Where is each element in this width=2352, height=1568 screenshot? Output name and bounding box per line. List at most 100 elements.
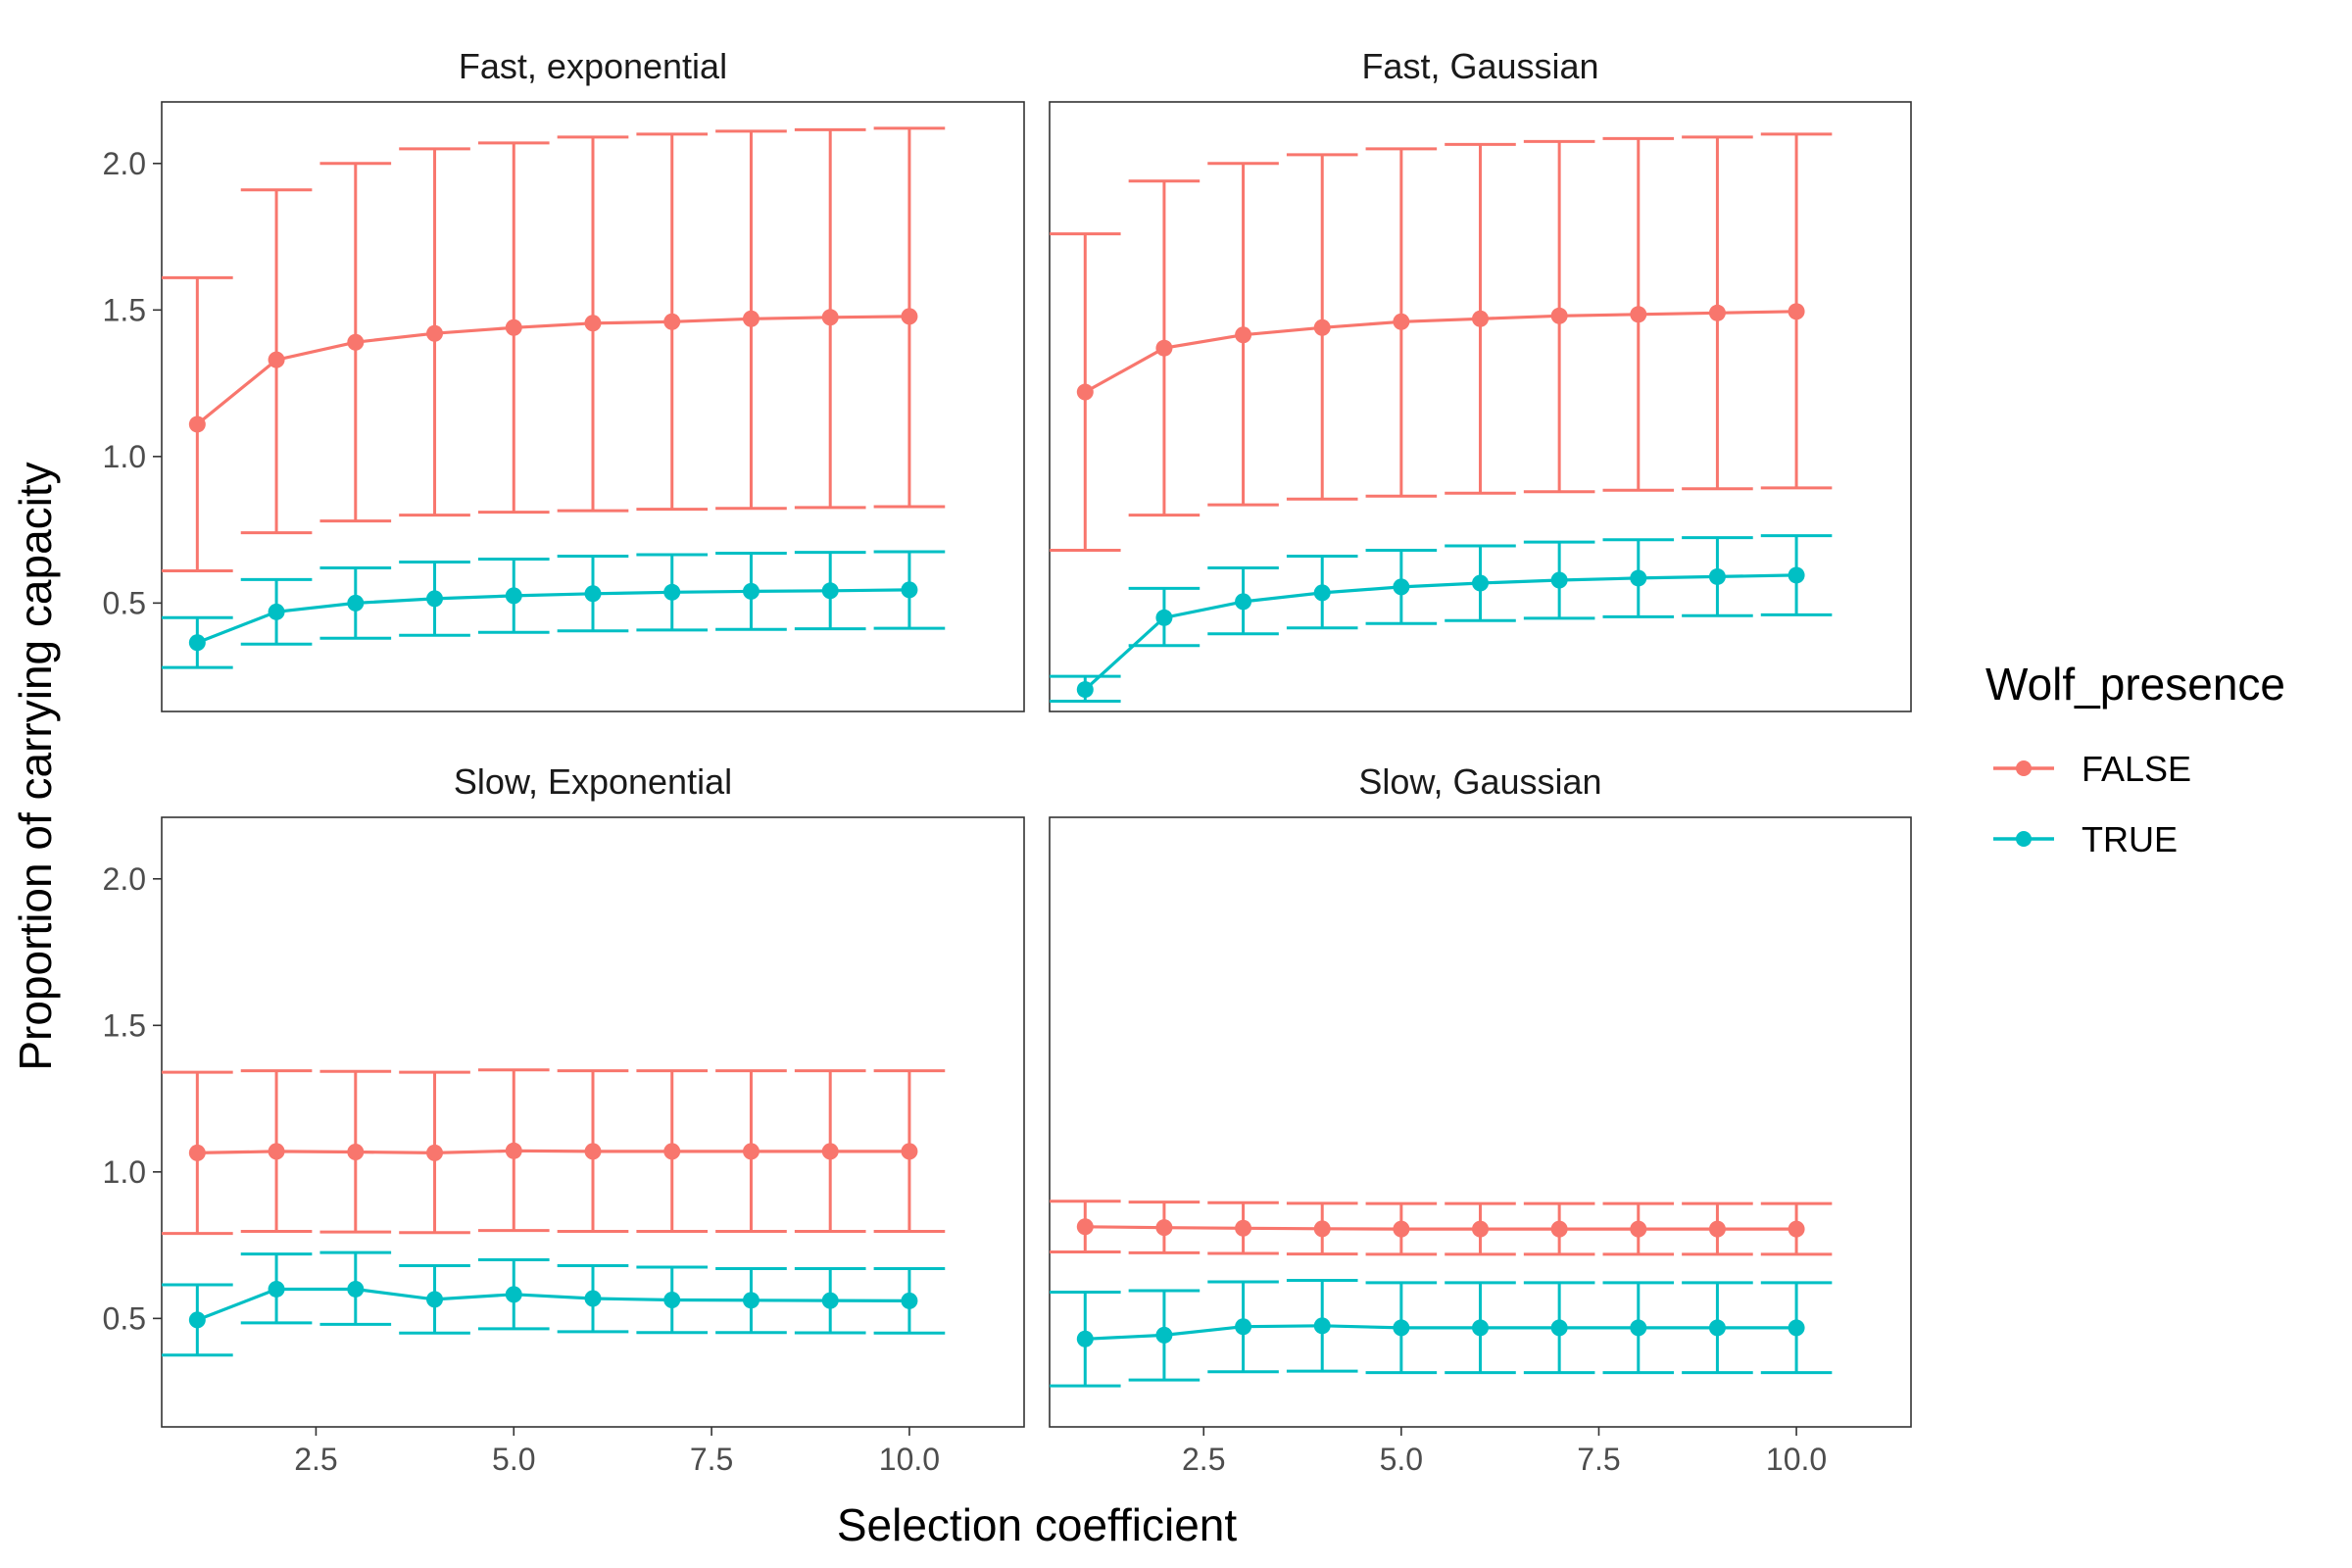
x-tick-label: 2.5 (1182, 1442, 1225, 1477)
panel-2: Fast, Gaussian (1049, 46, 1912, 712)
data-point (347, 594, 365, 612)
series-line (197, 1149, 909, 1155)
data-point (742, 310, 760, 327)
x-tick-label: 7.5 (690, 1442, 733, 1477)
data-point (663, 1143, 681, 1160)
data-point (1708, 1319, 1726, 1337)
series-true (1050, 534, 1833, 704)
panel-3: Slow, Exponential 0.5 1.0 1.5 2.0 2.5 5.0 7.5 10… (103, 761, 1025, 1477)
data-point (821, 1292, 839, 1309)
series-line (1085, 1324, 1797, 1341)
y-tick-label: 2.0 (103, 146, 146, 181)
data-point (188, 1144, 206, 1161)
data-point (1155, 1219, 1173, 1237)
data-point (901, 1292, 918, 1309)
data-point (1076, 1330, 1094, 1348)
series-line (196, 588, 909, 645)
data-point (742, 1292, 760, 1309)
y-tick-label: 1.5 (103, 292, 146, 327)
data-point (821, 582, 839, 600)
legend-key-point-false (2016, 760, 2032, 776)
data-point (1155, 1326, 1173, 1344)
data-point (1630, 569, 1647, 587)
data-point (268, 351, 285, 368)
legend: Wolf_presence FALSE TRUE (1985, 659, 2285, 859)
series-line (196, 1287, 909, 1322)
x-tick-label: 2.5 (294, 1442, 337, 1477)
data-point (663, 313, 681, 330)
series-false (162, 126, 946, 572)
data-point (1235, 1219, 1252, 1237)
data-point (1630, 306, 1647, 323)
data-point (901, 308, 918, 325)
data-point (1788, 1319, 1805, 1337)
data-point (1472, 1220, 1489, 1238)
data-point (584, 315, 602, 332)
data-point (188, 416, 206, 433)
data-point (268, 603, 285, 620)
data-point (347, 1280, 365, 1298)
series-line (1084, 310, 1797, 394)
data-point (1076, 681, 1094, 699)
panel-title: Slow, Gaussian (1358, 761, 1601, 802)
data-point (1550, 307, 1568, 324)
panels: Fast, exponential 0.5 1.0 1.5 2.0 Fast, Gauss… (103, 46, 1912, 1477)
data-point (1472, 574, 1489, 592)
data-point (742, 582, 760, 600)
data-point (663, 583, 681, 601)
data-point (1788, 566, 1805, 584)
data-point (1313, 1317, 1331, 1335)
data-point (1393, 1319, 1410, 1337)
x-tick-label: 7.5 (1577, 1442, 1620, 1477)
data-point (426, 324, 444, 342)
data-point (1550, 571, 1568, 589)
data-point (1076, 383, 1094, 401)
y-tick-label: 0.5 (103, 585, 146, 620)
data-point (1393, 313, 1410, 330)
data-point (505, 1286, 522, 1303)
series-true (162, 1250, 946, 1357)
data-point (426, 1291, 444, 1308)
series-line (196, 315, 909, 426)
data-point (1708, 304, 1726, 321)
data-point (584, 1143, 602, 1160)
data-point (1155, 339, 1173, 357)
data-point (1550, 1220, 1568, 1238)
data-point (505, 318, 522, 336)
data-point (1550, 1319, 1568, 1337)
series-false (1050, 132, 1833, 553)
data-point (426, 1144, 444, 1161)
y-tick-label: 1.5 (103, 1007, 146, 1043)
x-tick-label: 10.0 (879, 1442, 940, 1477)
data-point (1313, 1220, 1331, 1238)
data-point (1788, 303, 1805, 320)
legend-title: Wolf_presence (1985, 659, 2285, 710)
data-point (901, 1143, 918, 1160)
data-point (584, 585, 602, 603)
data-point (584, 1290, 602, 1307)
data-point (663, 1292, 681, 1309)
data-point (1235, 326, 1252, 344)
panel-4: Slow, Gaussian 2.5 5.0 7.5 10.0 (1049, 761, 1912, 1477)
legend-label-true: TRUE (2082, 819, 2178, 859)
series-false (162, 1068, 946, 1236)
y-tick-label: 0.5 (103, 1300, 146, 1336)
legend-entry-false: FALSE (1993, 749, 2191, 789)
data-point (347, 333, 365, 351)
x-tick-label: 5.0 (1380, 1442, 1423, 1477)
x-tick-label: 5.0 (492, 1442, 535, 1477)
data-point (505, 587, 522, 605)
x-axis-title: Selection coefficient (837, 1499, 1238, 1550)
legend-label-false: FALSE (2082, 749, 2191, 789)
data-point (268, 1143, 285, 1160)
data-point (1393, 578, 1410, 596)
data-point (742, 1143, 760, 1160)
data-point (1472, 1319, 1489, 1337)
y-tick-label: 2.0 (103, 861, 146, 897)
data-point (1472, 310, 1489, 327)
data-point (1235, 1318, 1252, 1336)
data-point (426, 590, 444, 608)
series-line (1084, 573, 1797, 691)
data-point (1708, 567, 1726, 585)
